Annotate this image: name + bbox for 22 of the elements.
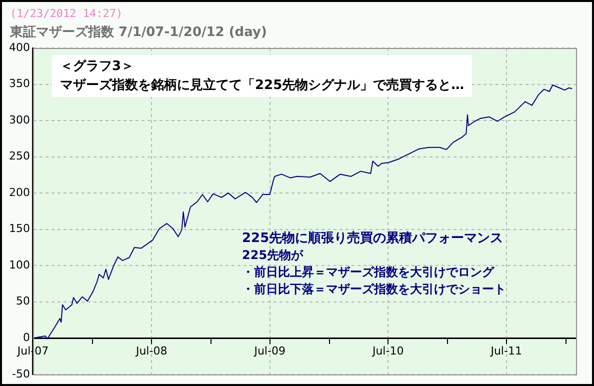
y-tick-label: 350 <box>8 77 30 90</box>
annotation: 225先物に順張り売買の累積パフォーマンス <box>242 230 504 247</box>
y-tick-label: 50 <box>16 294 30 308</box>
x-tick-label: Jul-08 <box>134 344 168 358</box>
y-tick-label: 150 <box>8 222 30 236</box>
y-tick-label: 300 <box>8 113 30 126</box>
annotation: ・前日比下落＝マザーズ指数を大引けでショート <box>242 281 506 298</box>
annotation: マザーズ指数を銘柄に見立てて「225先物シグナル」で売買すると… <box>60 76 464 95</box>
annotation: ・前日比上昇＝マザーズ指数を大引けでロング <box>242 264 496 281</box>
x-tick-label: Jul-11 <box>490 344 522 358</box>
x-tick-label: Jul-10 <box>371 344 404 358</box>
x-tick-label: Jul-09 <box>253 344 286 358</box>
y-tick-label: 100 <box>8 258 30 272</box>
annotation: 225先物が <box>242 247 304 264</box>
y-tick-label: 400 <box>8 40 30 54</box>
y-tick-label: 250 <box>8 150 30 163</box>
y-tick-label: 200 <box>8 186 30 199</box>
y-tick-label: -50 <box>12 367 30 380</box>
annotation: ＜グラフ3＞ <box>60 58 136 76</box>
chart-title: 東証マザーズ指数 7/1/07-1/20/12 (day) <box>10 24 267 41</box>
y-tick-label: 0 <box>22 330 30 344</box>
chart-subtitle: (1/23/2012 14:27) <box>10 7 123 20</box>
